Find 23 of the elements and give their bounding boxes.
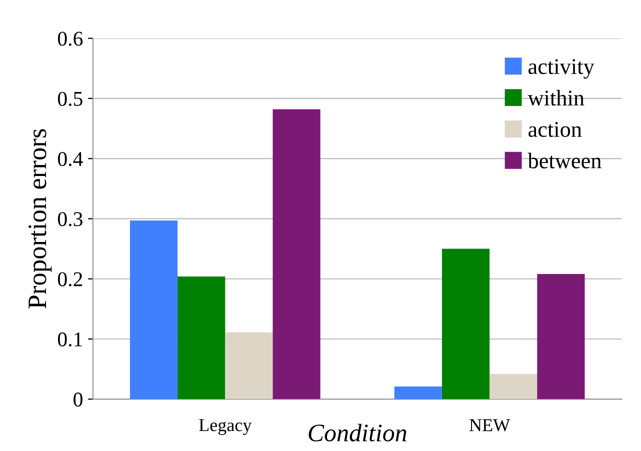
- bar: [537, 274, 585, 400]
- legend-label: within: [528, 90, 584, 106]
- y-tick-label: 0.4: [58, 152, 83, 166]
- x-tick-label: NEW: [470, 419, 510, 432]
- bar: [225, 332, 273, 400]
- x-axis-title: Condition: [308, 424, 406, 442]
- bar: [178, 276, 226, 400]
- bar: [442, 248, 490, 400]
- y-tick-label: 0: [74, 392, 82, 407]
- bar: [394, 386, 442, 400]
- legend-label: between: [528, 152, 602, 168]
- y-tick-label: 0.6: [58, 32, 83, 46]
- y-tick-label: 0.1: [58, 332, 82, 347]
- y-tick-label: 0.3: [58, 212, 82, 226]
- y-tick-label: 0.5: [58, 92, 82, 106]
- bar: [272, 109, 320, 400]
- y-axis-title: Proportion errors: [28, 129, 52, 308]
- bar: [130, 220, 178, 400]
- legend-label: activity: [528, 59, 594, 79]
- y-tick-label: 0.2: [58, 272, 82, 286]
- legend-label: action: [528, 122, 582, 137]
- x-tick-label: Legacy: [199, 419, 252, 435]
- bar: [490, 374, 538, 400]
